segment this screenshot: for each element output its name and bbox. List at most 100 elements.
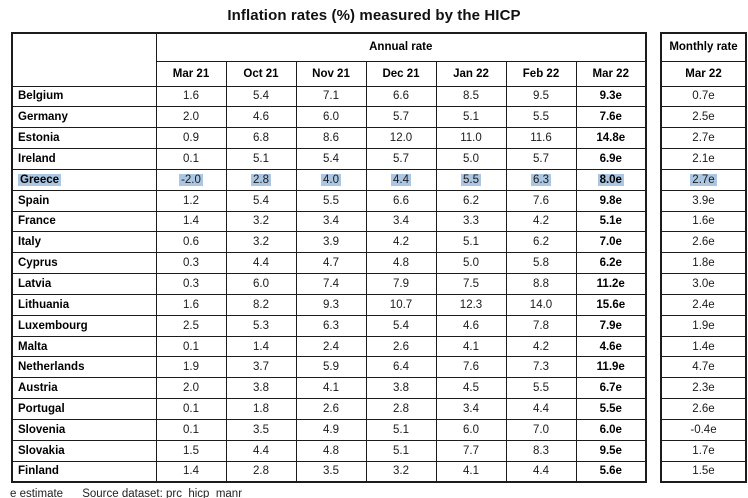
country-cell: Malta xyxy=(11,335,157,358)
table-row: Estonia 0.9 6.8 8.6 12.0 11.0 11.6 14.8e xyxy=(11,127,647,150)
annual-value: 4.8 xyxy=(393,257,409,270)
monthly-table-row: 2.3e xyxy=(660,377,747,400)
annual-value-cell: 1.6 xyxy=(155,293,227,316)
annual-value-cell: 5.1 xyxy=(225,148,297,170)
table-row: Cyprus 0.3 4.4 4.7 4.8 5.0 5.8 6.2e xyxy=(11,252,647,275)
annual-value-cell: 1.8 xyxy=(225,398,297,420)
annual-value-cell: 6.0 xyxy=(225,273,297,295)
annual-value: 5.7 xyxy=(533,152,549,165)
annual-value: 0.1 xyxy=(183,403,199,416)
table-row: Netherlands 1.9 3.7 5.9 6.4 7.6 7.3 11.9e xyxy=(11,356,647,379)
country-label: Portugal xyxy=(18,403,65,416)
table-row: Portugal 0.1 1.8 2.6 2.8 3.4 4.4 5.5e xyxy=(11,398,647,420)
country-label: Austria xyxy=(18,382,58,395)
annual-value: 4.9 xyxy=(323,423,339,436)
annual-value-cell: 7.9e xyxy=(575,314,647,337)
annual-value-cell: 10.7 xyxy=(365,293,437,316)
annual-value: 8.3 xyxy=(533,444,549,457)
monthly-value: 2.7e xyxy=(690,173,717,186)
annual-value-cell: 4.0 xyxy=(295,168,367,191)
annual-value: 14.8e xyxy=(596,132,626,145)
annual-value: 5.7 xyxy=(393,152,409,165)
annual-value: 6.0 xyxy=(323,111,339,124)
annual-value: 1.4 xyxy=(183,215,199,228)
country-cell: Netherlands xyxy=(11,356,157,379)
annual-value: 11.9e xyxy=(596,361,625,374)
monthly-value: 1.4e xyxy=(692,340,715,353)
annual-value: 7.9e xyxy=(599,319,622,332)
monthly-value-cell: 2.3e xyxy=(660,377,747,400)
annual-value: 15.6e xyxy=(596,298,626,311)
annual-value: 4.6 xyxy=(463,319,479,332)
annual-value: 4.1 xyxy=(323,382,339,395)
annual-value: 4.1 xyxy=(463,465,479,478)
annual-value-cell: 2.6 xyxy=(295,398,367,420)
monthly-value-cell: 0.7e xyxy=(660,85,747,108)
annual-value-cell: 1.2 xyxy=(155,189,227,212)
monthly-table-row: 2.6e xyxy=(660,231,747,254)
annual-value-cell: 11.0 xyxy=(435,127,507,150)
annual-value: 4.0 xyxy=(321,173,341,186)
annual-value: 7.5 xyxy=(463,278,479,291)
annual-value-cell: 3.7 xyxy=(225,356,297,379)
monthly-value-cell: 3.0e xyxy=(660,273,747,295)
annual-rates-table: Annual rate Mar 21 Oct 21 Nov 21 Dec 21 Jan … xyxy=(11,32,648,484)
annual-value-cell: 0.9 xyxy=(155,127,227,150)
annual-value: 6.0e xyxy=(599,423,622,436)
annual-value-cell: 4.1 xyxy=(435,335,507,358)
annual-value-cell: 0.1 xyxy=(155,398,227,420)
annual-value-cell: 3.8 xyxy=(365,377,437,400)
monthly-value-cell: 2.6e xyxy=(660,231,747,254)
annual-value: 5.7 xyxy=(393,111,409,124)
monthly-rate-header: Monthly rate xyxy=(660,32,747,62)
country-cell: Finland xyxy=(11,460,157,483)
annual-value: 9.3 xyxy=(323,298,339,311)
monthly-value: 1.6e xyxy=(692,215,715,228)
annual-rate-header-row: Annual rate xyxy=(11,32,647,87)
annual-value: 1.4 xyxy=(183,465,199,478)
annual-value: 0.9 xyxy=(183,132,199,145)
annual-value-cell: 1.5 xyxy=(155,439,227,462)
annual-value-cell: 7.6 xyxy=(435,356,507,379)
annual-value-cell: 4.1 xyxy=(295,377,367,400)
annual-value-cell: 8.5 xyxy=(435,85,507,108)
annual-value-cell: 6.8 xyxy=(225,127,297,150)
annual-value: 3.2 xyxy=(253,236,269,249)
annual-value-cell: 5.3 xyxy=(225,314,297,337)
country-cell: Latvia xyxy=(11,273,157,295)
annual-value-cell: 4.8 xyxy=(295,439,367,462)
annual-value-cell: 5.5 xyxy=(295,189,367,212)
annual-value-cell: 7.1 xyxy=(295,85,367,108)
annual-value: 1.2 xyxy=(183,194,199,207)
annual-value-cell: 6.4 xyxy=(365,356,437,379)
annual-value: 5.1 xyxy=(463,111,479,124)
annual-value-cell: 0.6 xyxy=(155,231,227,254)
annual-value: 7.8 xyxy=(533,319,549,332)
annual-value-cell: 12.0 xyxy=(365,127,437,150)
annual-value: 5.5 xyxy=(461,173,481,186)
annual-value: 4.2 xyxy=(393,236,409,249)
annual-value-cell: 3.5 xyxy=(225,419,297,441)
annual-value: 3.8 xyxy=(393,382,409,395)
annual-value: 1.5 xyxy=(183,444,199,457)
annual-value: 2.6 xyxy=(323,403,339,416)
country-cell: Slovakia xyxy=(11,439,157,462)
annual-value-cell: 5.1 xyxy=(365,439,437,462)
country-cell: Ireland xyxy=(11,148,157,170)
monthly-table-row: 2.5e xyxy=(660,106,747,129)
annual-value-cell: 9.5 xyxy=(505,85,577,108)
annual-value: 9.5e xyxy=(599,444,622,457)
annual-value-cell: 2.8 xyxy=(365,398,437,420)
annual-value: 5.5e xyxy=(599,403,622,416)
annual-value-cell: 0.3 xyxy=(155,252,227,275)
annual-value-cell: 14.0 xyxy=(505,293,577,316)
annual-value-cell: 6.0e xyxy=(575,419,647,441)
monthly-table-row: 1.5e xyxy=(660,460,747,483)
annual-value: 5.4 xyxy=(393,319,409,332)
annual-value-cell: 9.8e xyxy=(575,189,647,212)
annual-value-cell: 4.4 xyxy=(225,439,297,462)
monthly-value: 2.4e xyxy=(692,298,715,311)
annual-value: 1.9 xyxy=(183,361,199,374)
annual-value: 5.1 xyxy=(253,152,269,165)
